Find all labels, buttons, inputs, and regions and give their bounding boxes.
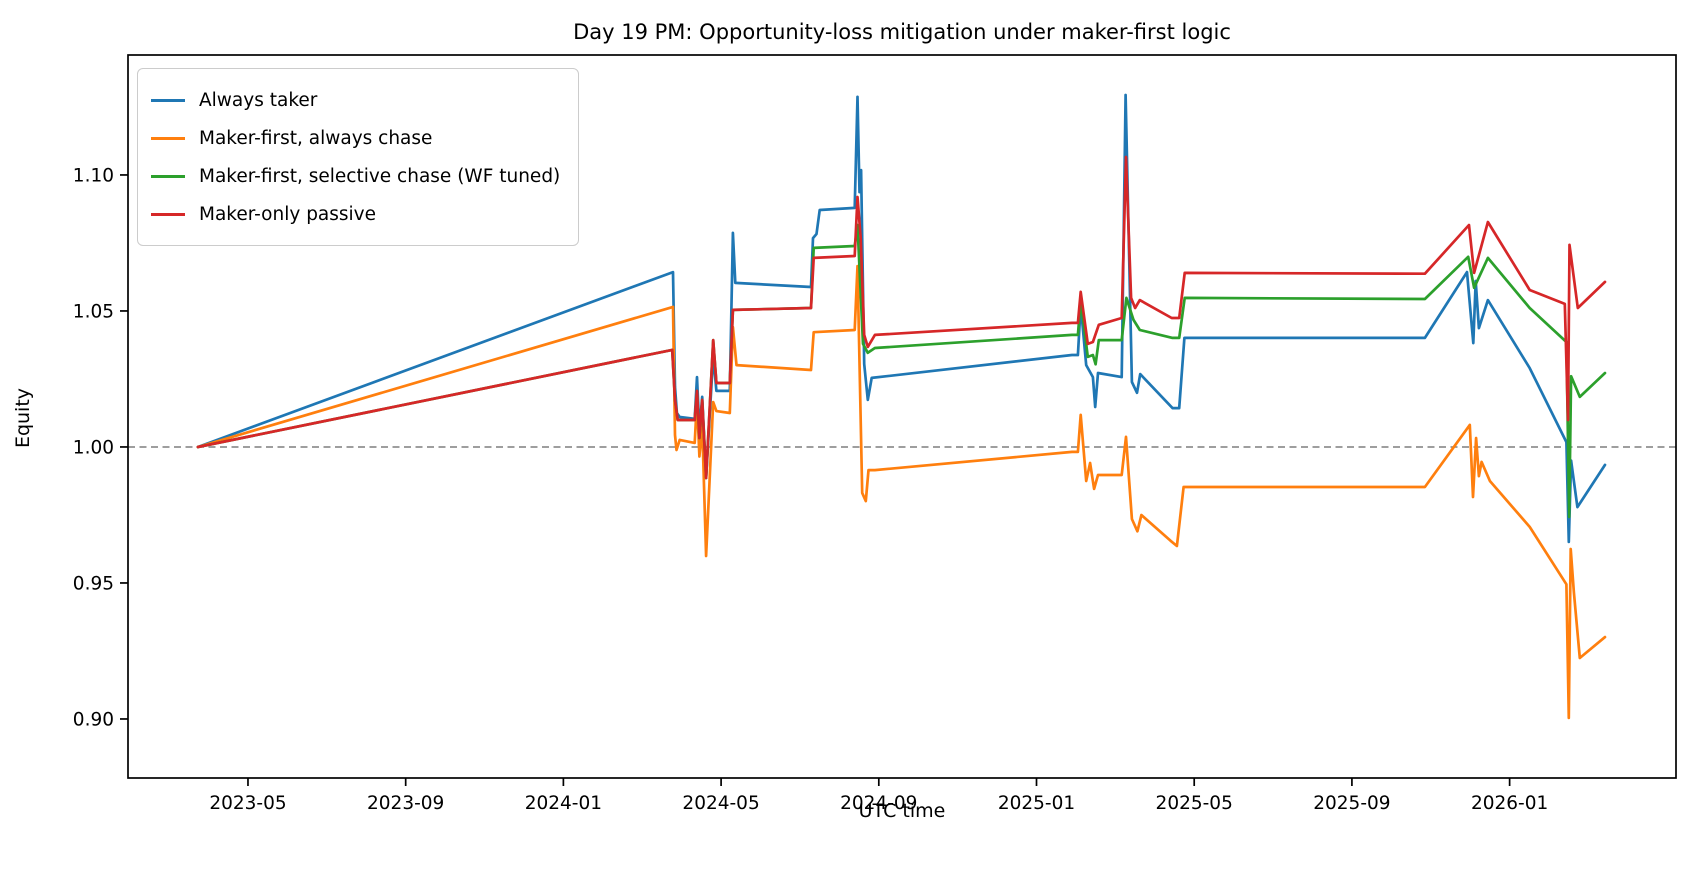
legend-label: Maker-first, always chase (199, 127, 433, 149)
y-tick-label: 1.05 (73, 301, 114, 322)
legend-item: Maker-first, always chase (151, 119, 560, 157)
x-tick-label: 2025-01 (998, 793, 1075, 814)
legend-label: Always taker (199, 89, 318, 111)
axis-ticks-and-labels: 2023-05 2023-09 2024-01 2024-05 2024-09 2025-… (73, 165, 1548, 814)
legend-item: Maker-first, selective chase (WF tuned) (151, 157, 560, 195)
x-tick-label: 2026-01 (1471, 793, 1548, 814)
legend-item: Always taker (151, 81, 560, 119)
series-line-maker-only-passive (196, 155, 1607, 480)
legend-label: Maker-only passive (199, 203, 377, 225)
series-line-maker-first-selective-chase-wf-tuned (196, 223, 1607, 519)
legend-line-swatch-blue (151, 98, 185, 102)
x-tick-label: 2024-09 (840, 793, 917, 814)
legend: Always taker Maker-first, always chase M… (137, 68, 580, 246)
y-axis-label: Equity (12, 387, 34, 449)
x-tick-label: 2024-01 (525, 793, 602, 814)
x-axis-label: UTC time (858, 800, 946, 822)
x-tick-label: 2025-09 (1313, 793, 1390, 814)
y-tick-label: 0.90 (73, 709, 114, 730)
legend-line-swatch-green (151, 174, 185, 178)
x-tick-label: 2023-05 (209, 793, 286, 814)
y-tick-label: 1.10 (73, 165, 114, 186)
plot-border (127, 54, 1677, 779)
legend-line-swatch-red (151, 212, 185, 216)
x-tick-label: 2025-05 (1156, 793, 1233, 814)
legend-label: Maker-first, selective chase (WF tuned) (199, 165, 561, 187)
data-series-lines (196, 93, 1607, 720)
page-title: Day 19 PM: Opportunity-loss mitigation u… (573, 20, 1231, 44)
x-tick-label: 2023-09 (367, 793, 444, 814)
series-line-maker-first-always-chase (196, 264, 1607, 720)
legend-line-swatch-orange (151, 136, 185, 140)
y-tick-label: 0.95 (73, 573, 114, 594)
axes-frame (127, 54, 1677, 779)
legend-item: Maker-only passive (151, 195, 560, 233)
x-tick-label: 2024-05 (682, 793, 759, 814)
y-tick-label: 1.00 (73, 437, 114, 458)
